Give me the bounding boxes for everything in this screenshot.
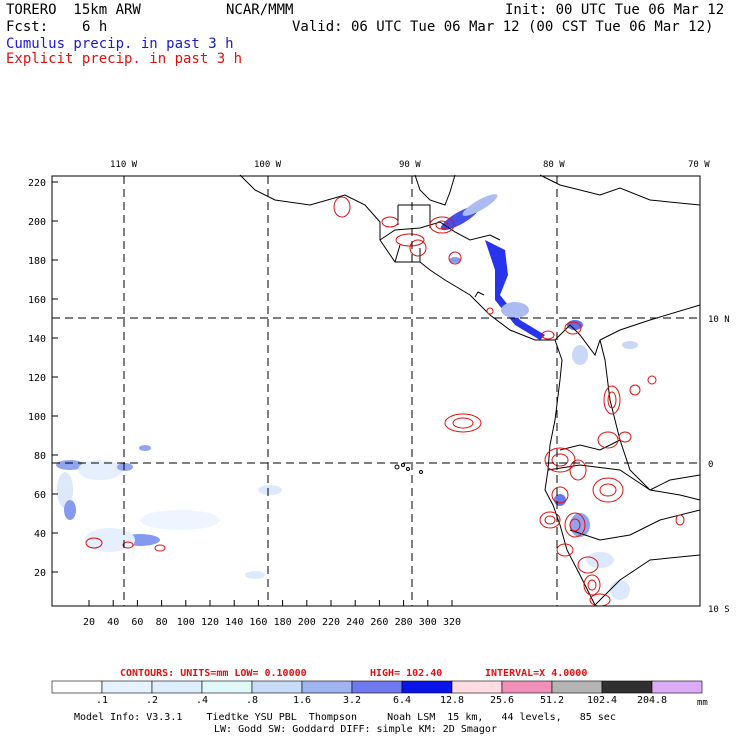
color-scale-swatch <box>351 680 403 694</box>
color-scale-swatch <box>651 680 703 694</box>
color-scale-swatch <box>601 680 653 694</box>
color-scale-label: .8 <box>246 695 258 706</box>
color-scale-swatch <box>301 680 353 694</box>
x-tick-label: 240 <box>346 617 364 628</box>
valid-time: Valid: 06 UTC Tue 06 Mar 12 (00 CST Tue … <box>292 19 714 35</box>
lon-label: 100 W <box>254 160 282 170</box>
color-scale-label: 3.2 <box>343 695 361 706</box>
contours-high: HIGH= 102.40 <box>370 668 442 679</box>
explicit-precip-contours <box>85 196 685 607</box>
color-scale-label: .1 <box>96 695 108 706</box>
y-tick-label: 40 <box>34 529 46 540</box>
color-scale-label: 102.4 <box>587 695 617 706</box>
x-tick-label: 260 <box>370 617 388 628</box>
x-tick-label: 180 <box>274 617 292 628</box>
cumulus-precip-shading <box>56 194 638 600</box>
color-scale-swatch <box>501 680 553 694</box>
x-tick-label: 80 <box>156 617 168 628</box>
y-tick-label: 20 <box>34 568 46 579</box>
model-title: TORERO 15km ARW <box>6 2 141 18</box>
color-scale-label: 12.8 <box>440 695 464 706</box>
lon-label: 110 W <box>110 160 138 170</box>
y-tick-label: 140 <box>28 334 46 345</box>
lon-label: 90 W <box>399 160 421 170</box>
model-info: Model Info: V3.3.1 Tiedtke YSU PBL Thomp… <box>74 712 616 723</box>
color-scale-label: .2 <box>146 695 158 706</box>
color-scale-swatch <box>401 680 453 694</box>
color-scale-label: .4 <box>196 695 208 706</box>
forecast-label: Fcst: <box>6 19 49 35</box>
y-axis: 220 200 180 160 140 120 100 80 60 40 20 <box>28 178 58 579</box>
contours-interval: INTERVAL=X 4.0000 <box>485 668 587 679</box>
y-tick-label: 120 <box>28 373 46 384</box>
y-tick-label: 220 <box>28 178 46 189</box>
color-scale-label: 6.4 <box>393 695 411 706</box>
y-tick-label: 200 <box>28 217 46 228</box>
x-tick-label: 100 <box>177 617 195 628</box>
lat-label: 10 N <box>708 315 730 325</box>
color-scale-swatch <box>201 680 253 694</box>
color-scale-label: 1.6 <box>293 695 311 706</box>
x-axis: 20 40 60 80 100 120 140 160 180 200 220 240 260 280 30… <box>83 600 461 628</box>
model-physics: LW: Godd SW: Goddard DIFF: simple KM: 2D… <box>214 724 497 735</box>
color-scale-label: 204.8 <box>637 695 667 706</box>
y-tick-label: 80 <box>34 451 46 462</box>
contours-info: CONTOURS: UNITS=mm LOW= 0.10000 HIGH= 10… <box>120 668 587 679</box>
y-tick-label: 100 <box>28 412 46 423</box>
forecast-hour: 6 h <box>82 19 108 35</box>
lon-label: 80 W <box>543 160 565 170</box>
top-lon-labels: 110 W 100 W 90 W 80 W 70 W <box>110 160 710 170</box>
lat-lon-grid <box>52 176 700 606</box>
x-tick-label: 220 <box>322 617 340 628</box>
map-frame <box>51 175 701 607</box>
x-tick-label: 200 <box>298 617 316 628</box>
x-tick-label: 120 <box>201 617 219 628</box>
right-lat-labels: 10 N 0 10 S <box>708 315 730 615</box>
color-scale-label: 25.6 <box>490 695 514 706</box>
color-scale-swatch <box>51 680 103 694</box>
x-tick-label: 160 <box>249 617 267 628</box>
explicit-legend-label: Explicit precip. in past 3 h <box>6 51 243 67</box>
lat-label: 0 <box>708 460 713 470</box>
color-scale-swatch <box>151 680 203 694</box>
color-scale-bar: .1 .2 .4 .8 1.6 3.2 6.4 12.8 25.6 51.2 102.4 204.8 <box>51 680 703 706</box>
color-scale-unit: mm <box>697 698 708 708</box>
color-scale-swatch <box>551 680 603 694</box>
color-scale-swatch <box>251 680 303 694</box>
y-tick-label: 60 <box>34 490 46 501</box>
x-tick-label: 140 <box>225 617 243 628</box>
x-tick-label: 280 <box>395 617 413 628</box>
x-tick-label: 40 <box>107 617 119 628</box>
y-tick-label: 160 <box>28 295 46 306</box>
contours-units: CONTOURS: UNITS=mm LOW= 0.10000 <box>120 668 307 679</box>
cumulus-legend-label: Cumulus precip. in past 3 h <box>6 36 234 52</box>
lat-label: 10 S <box>708 605 730 615</box>
coastlines <box>239 174 701 606</box>
color-scale-swatch <box>451 680 503 694</box>
init-time: Init: 00 UTC Tue 06 Mar 12 <box>505 2 725 18</box>
color-scale-label: 51.2 <box>540 695 564 706</box>
color-scale-swatch <box>101 680 153 694</box>
y-tick-label: 180 <box>28 256 46 267</box>
x-tick-label: 20 <box>83 617 95 628</box>
x-tick-label: 60 <box>131 617 143 628</box>
lon-label: 70 W <box>688 160 710 170</box>
x-tick-label: 300 <box>419 617 437 628</box>
org-label: NCAR/MMM <box>226 2 294 18</box>
x-tick-label: 320 <box>443 617 461 628</box>
